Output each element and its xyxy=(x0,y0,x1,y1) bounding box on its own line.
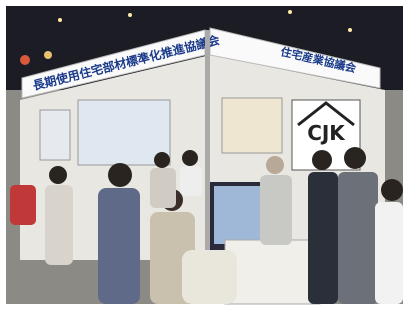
monitor-screen xyxy=(214,186,261,244)
poster xyxy=(222,98,282,153)
poster xyxy=(40,110,70,160)
display-table xyxy=(225,240,320,304)
booth-pole xyxy=(205,30,210,270)
photo: 長期使用住宅部材標準化推進協議会 住宅産業協議会 CJK xyxy=(0,0,409,310)
logo-text: CJK xyxy=(307,121,346,145)
